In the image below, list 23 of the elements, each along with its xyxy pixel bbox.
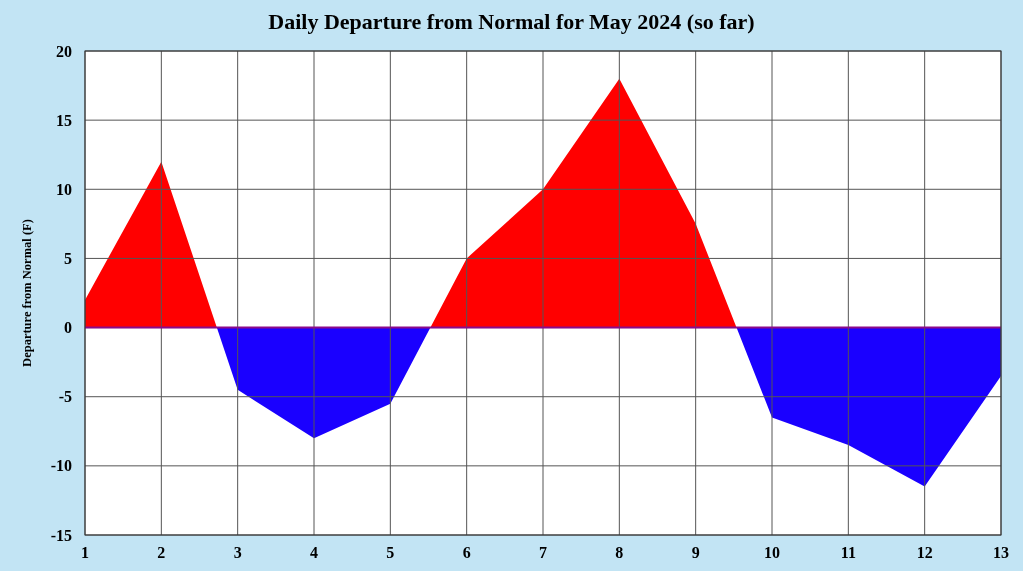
y-tick-label: -5: [58, 388, 72, 406]
x-tick-label: 12: [916, 544, 933, 561]
x-tick-label: 5: [386, 544, 395, 561]
y-tick-label: 5: [64, 250, 72, 268]
x-tick-label: 11: [840, 544, 856, 561]
y-tick-label: 10: [56, 180, 72, 198]
y-tick-label: -15: [50, 526, 72, 544]
y-tick-label: -10: [50, 457, 72, 475]
x-tick-label: 4: [310, 544, 318, 561]
chart-title: Daily Departure from Normal for May 2024 (so far): [268, 9, 755, 34]
y-axis-title: Departure from Normal (F): [20, 219, 34, 367]
y-tick-label: 15: [56, 111, 72, 129]
x-tick-label: 13: [993, 544, 1009, 561]
x-tick-label: 3: [233, 544, 242, 561]
x-tick-label: 8: [615, 544, 624, 561]
x-tick-label: 9: [691, 544, 700, 561]
x-tick-label: 10: [764, 544, 780, 561]
y-tick-label: 0: [64, 319, 72, 337]
x-tick-label: 7: [539, 544, 547, 561]
y-tick-label: 20: [56, 42, 72, 60]
x-tick-label: 1: [81, 544, 89, 561]
x-tick-label: 2: [157, 544, 166, 561]
x-tick-label: 6: [462, 544, 471, 561]
